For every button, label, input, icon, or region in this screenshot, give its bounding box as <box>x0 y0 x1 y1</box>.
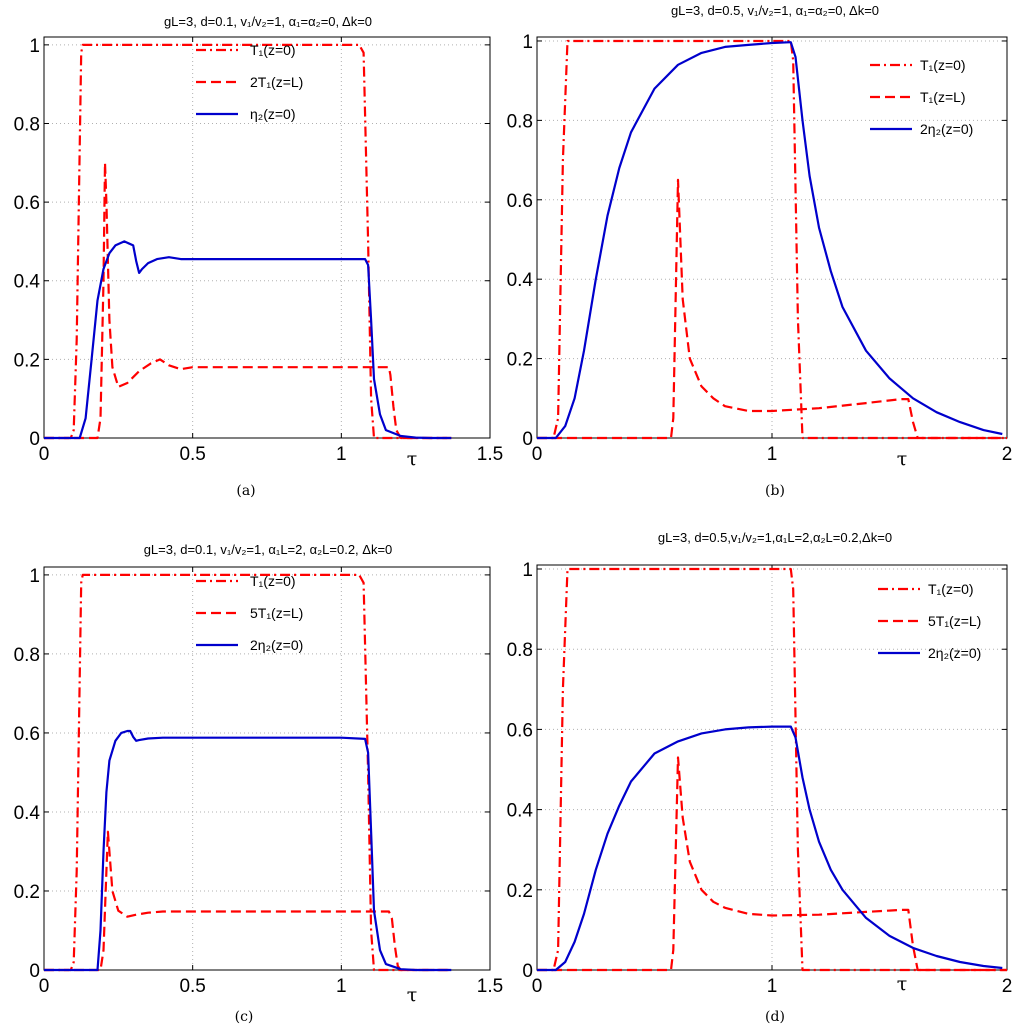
plot-title: gL=3, d=0.1, v₁/v₂=1, α₁L=2, α₂L=0.2, Δk… <box>144 542 393 557</box>
x-axis-label: τ <box>407 984 418 1006</box>
legend-label-2: 2η₂(z=0) <box>250 637 303 653</box>
x-tick-label: 0 <box>39 444 50 465</box>
axes-frame <box>43 36 491 439</box>
y-tick-label: 0.2 <box>507 350 533 371</box>
y-tick-label: 0 <box>29 961 40 982</box>
panel-caption: (c) <box>235 1009 254 1025</box>
y-tick-label: 1 <box>522 32 533 53</box>
y-tick-label: 0.4 <box>507 270 534 291</box>
legend-label-1: 5T₁(z=L) <box>250 605 303 621</box>
series-line-1 <box>44 161 452 440</box>
x-axis-label: τ <box>897 973 908 995</box>
y-tick-label: 0 <box>522 961 533 982</box>
y-tick-label: 0.4 <box>14 803 41 824</box>
y-tick-label: 1 <box>29 566 40 587</box>
y-tick-label: 1 <box>29 36 40 57</box>
y-tick-label: 0.8 <box>507 640 533 661</box>
x-tick-label: 1 <box>767 444 778 465</box>
series-line-0 <box>537 567 1007 972</box>
series-line-1 <box>537 178 1007 440</box>
x-tick-label: 2 <box>1002 444 1013 465</box>
x-tick-label: 0.5 <box>179 976 205 997</box>
axes-frame <box>43 566 491 971</box>
legend-label-1: 5T₁(z=L) <box>928 613 981 629</box>
y-tick-label: 0.2 <box>507 881 533 902</box>
y-tick-label: 0.6 <box>14 724 40 745</box>
legend-label-1: T₁(z=L) <box>920 89 966 105</box>
panel-caption: (b) <box>765 483 785 499</box>
legend-label-2: 2η₂(z=0) <box>920 121 973 137</box>
y-tick-label: 0 <box>29 429 40 450</box>
plot-title: gL=3, d=0.1, v₁/v₂=1, α₁=α₂=0, Δk=0 <box>164 14 372 29</box>
panel-d: 0 1 2 0 0.2 0.4 0.6 0.8 1 T₁(z=0) 5T₁(z=L) 2η₂(z=0)… <box>507 530 1013 1025</box>
x-tick-label: 0 <box>39 976 50 997</box>
x-tick-label: 0 <box>532 444 543 465</box>
panel-a: 0 0.5 1 1.5 0 0.2 0.4 0.6 0.8 1 T₁(z=0) 2T₁(z=L) η₂(… <box>14 14 504 499</box>
x-tick-label: 2 <box>1002 976 1013 997</box>
series-line-2 <box>537 725 1003 972</box>
y-tick-label: 0.2 <box>14 882 40 903</box>
y-tick-label: 0.6 <box>507 720 533 741</box>
series-line-1 <box>44 830 452 972</box>
y-tick-label: 0.8 <box>14 114 40 135</box>
legend-label-0: T₁(z=0) <box>920 57 966 73</box>
panel-caption: (a) <box>236 483 255 499</box>
x-tick-label: 1 <box>336 444 347 465</box>
x-tick-label: 1.5 <box>477 444 503 465</box>
y-tick-label: 0.6 <box>507 191 533 212</box>
plot-title: gL=3, d=0.5, v₁/v₂=1, α₁=α₂=0, Δk=0 <box>671 3 879 18</box>
plot-title: gL=3, d=0.5,v₁/v₂=1,α₁L=2,α₂L=0.2,Δk=0 <box>658 530 892 545</box>
y-tick-label: 1 <box>522 560 533 581</box>
legend-label-2: 2η₂(z=0) <box>928 645 981 661</box>
series-line-2 <box>44 729 452 972</box>
y-tick-label: 0.4 <box>507 801 534 822</box>
x-axis-label: τ <box>407 448 418 470</box>
legend-label-0: T₁(z=0) <box>250 573 296 589</box>
y-tick-label: 0.8 <box>507 111 533 132</box>
y-tick-label: 0.4 <box>14 272 41 293</box>
series-line-0 <box>537 39 1007 440</box>
y-tick-label: 0.2 <box>14 350 40 371</box>
y-tick-label: 0.6 <box>14 193 40 214</box>
legend-label-0: T₁(z=0) <box>250 42 296 58</box>
panel-caption: (d) <box>765 1009 785 1025</box>
legend-label-0: T₁(z=0) <box>928 581 974 597</box>
x-tick-label: 1 <box>336 976 347 997</box>
panel-b: 0 1 2 0 0.2 0.4 0.6 0.8 1 T₁(z=0) T₁(z=L) 2η₂(z=0) g… <box>507 3 1013 499</box>
x-tick-label: 1 <box>767 976 778 997</box>
x-tick-label: 1.5 <box>477 976 503 997</box>
series-line-2 <box>537 41 1003 440</box>
panel-c: 0 0.5 1 1.5 0 0.2 0.4 0.6 0.8 1 T₁(z=0) 5T₁(z=L) 2η₂… <box>14 542 504 1025</box>
x-tick-label: 0 <box>532 976 543 997</box>
legend-label-2: η₂(z=0) <box>250 106 296 122</box>
legend-label-1: 2T₁(z=L) <box>250 74 303 90</box>
y-tick-label: 0.8 <box>14 645 40 666</box>
x-axis-label: τ <box>897 448 908 470</box>
y-tick-label: 0 <box>522 429 533 450</box>
x-tick-label: 0.5 <box>179 444 205 465</box>
series-line-0 <box>44 573 452 972</box>
series-line-2 <box>44 240 452 440</box>
